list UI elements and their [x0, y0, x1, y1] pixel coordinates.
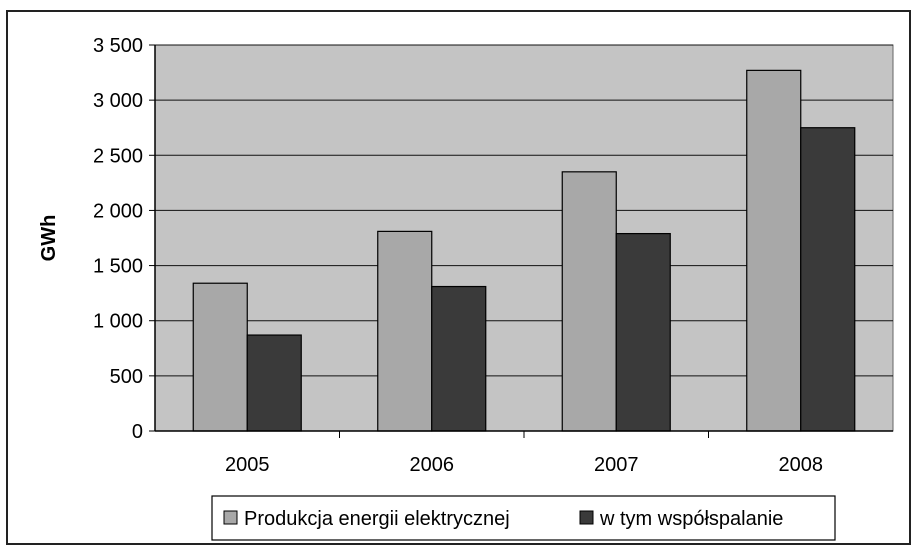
y-tick-label: 500	[110, 366, 143, 388]
y-tick-label: 3 000	[93, 90, 143, 112]
legend-swatch	[579, 510, 594, 525]
x-tick-label: 2006	[410, 454, 455, 476]
legend-box	[211, 495, 836, 541]
y-tick-label: 2 500	[93, 145, 143, 167]
y-axis-label: GWh	[38, 215, 60, 262]
bar-produkcja-2006	[377, 230, 433, 432]
bar-wspolspalanie-2007	[615, 232, 671, 432]
x-tick-labels: 2005 2006 2007 2008	[225, 431, 823, 476]
bar-produkcja-2005	[192, 282, 248, 432]
legend-swatch	[223, 510, 238, 525]
x-tick-label: 2005	[225, 454, 270, 476]
y-tick-label: 3 500	[93, 35, 143, 57]
y-tick-label: 1 500	[93, 256, 143, 278]
y-tick-labels: 0 500 1 000 1 500 2 000 2 500 3 000 3 500	[93, 35, 155, 443]
bar-wspolspalanie-2005	[246, 334, 302, 432]
legend: Produkcja energii elektrycznej w tym wspó…	[211, 495, 836, 541]
bar-wspolspalanie-2006	[431, 285, 487, 432]
x-tick-label: 2007	[594, 454, 639, 476]
y-tick-label: 1 000	[93, 311, 143, 333]
legend-label: Produkcja energii elektrycznej	[244, 508, 510, 530]
x-tick-label: 2008	[779, 454, 824, 476]
legend-label: w tym współspalanie	[599, 508, 783, 530]
bar-produkcja-2008	[746, 69, 802, 432]
y-tick-label: 0	[132, 421, 143, 443]
bars	[192, 69, 856, 432]
bar-produkcja-2007	[561, 171, 617, 432]
y-tick-label: 2 000	[93, 200, 143, 222]
bar-wspolspalanie-2008	[800, 127, 856, 432]
